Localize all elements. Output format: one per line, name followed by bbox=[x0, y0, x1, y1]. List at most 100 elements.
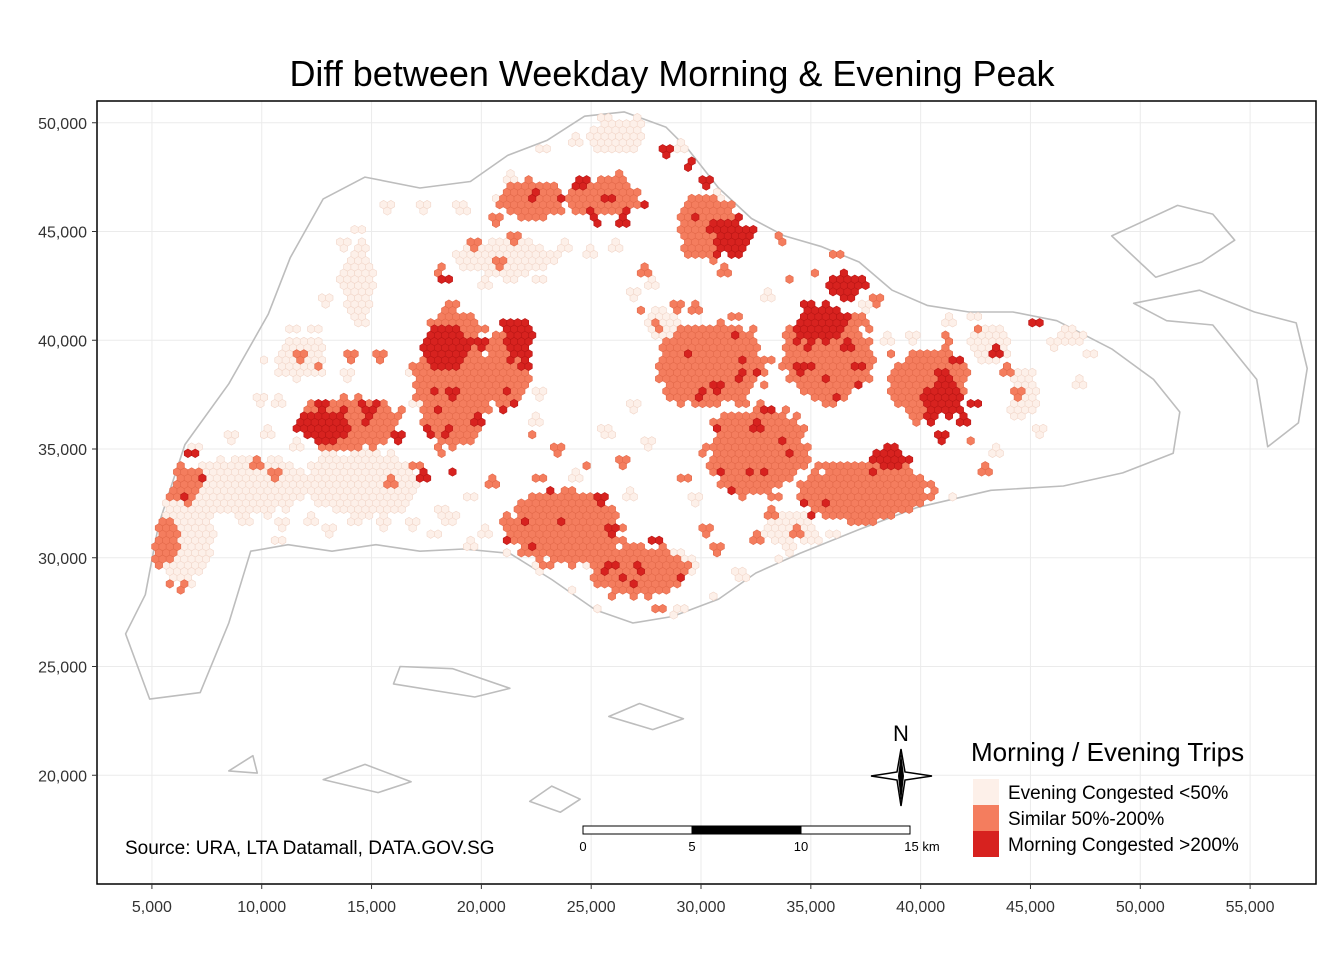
hex-cell-morning bbox=[575, 175, 584, 185]
x-tick-label: 55,000 bbox=[1226, 899, 1275, 916]
hex-cell-evening bbox=[604, 423, 613, 434]
hex-cell-similar bbox=[491, 330, 501, 340]
hex-cell-similar bbox=[524, 175, 533, 185]
hex-cell-morning bbox=[314, 398, 323, 409]
hex-cell-similar bbox=[876, 293, 885, 303]
hex-cell-evening bbox=[1068, 324, 1077, 334]
hex-cell-similar bbox=[734, 411, 743, 421]
hex-cell-similar bbox=[622, 454, 631, 465]
hex-cell-evening bbox=[314, 336, 323, 347]
hex-cell-similar bbox=[629, 541, 638, 552]
hex-cell-similar bbox=[810, 268, 819, 278]
hex-cell-morning bbox=[857, 361, 867, 371]
hex-cell-morning bbox=[843, 311, 852, 322]
x-tick-label: 35,000 bbox=[786, 899, 835, 916]
hex-cell-morning bbox=[611, 523, 620, 533]
x-tick-label: 40,000 bbox=[896, 899, 945, 916]
hex-cell-morning bbox=[633, 560, 642, 570]
hex-cell-similar bbox=[339, 392, 348, 402]
hex-cell-similar bbox=[684, 324, 693, 334]
hex-cell-evening bbox=[433, 529, 443, 539]
hex-cell-similar bbox=[828, 249, 838, 260]
hex-cell-similar bbox=[299, 349, 308, 359]
hex-cell-similar bbox=[781, 405, 790, 415]
hex-cell-evening bbox=[1046, 336, 1055, 347]
hex-cell-evening bbox=[531, 274, 540, 284]
hex-cell-similar bbox=[981, 461, 990, 471]
hex-cell-similar bbox=[542, 181, 551, 191]
hex-cell-morning bbox=[499, 405, 508, 415]
hex-cell-similar bbox=[857, 311, 867, 322]
x-axis-ticks: 5,000 10,000 15,000 20,000 25,000 30,000 35,00… bbox=[132, 884, 1275, 916]
hex-cell-morning bbox=[868, 467, 877, 477]
hex-cell-morning bbox=[198, 473, 207, 483]
hex-cell-morning bbox=[905, 454, 914, 465]
hex-cell-morning bbox=[604, 523, 613, 533]
y-axis-ticks: 20,000 25,000 30,000 35,000 40,000 45,000 50,0… bbox=[38, 116, 97, 785]
hex-cell-morning bbox=[520, 517, 530, 527]
hex-cell-evening bbox=[307, 510, 316, 521]
hex-cell-morning bbox=[738, 367, 747, 378]
hex-cell-similar bbox=[915, 473, 925, 483]
hex-cell-morning bbox=[618, 573, 627, 583]
hex-cell-similar bbox=[1002, 361, 1012, 371]
legend-key-evening bbox=[973, 779, 999, 805]
hex-cell-evening bbox=[673, 604, 682, 614]
hex-cell-evening bbox=[452, 510, 461, 521]
hex-cell-morning bbox=[444, 324, 453, 334]
hex-cell-similar bbox=[698, 523, 707, 533]
hex-cell-similar bbox=[850, 311, 859, 322]
hex-cell-similar bbox=[636, 541, 645, 552]
x-tick-label: 20,000 bbox=[457, 899, 506, 916]
hex-cell-evening bbox=[470, 492, 479, 502]
hex-cell-similar bbox=[1017, 386, 1026, 396]
hex-cell-similar bbox=[716, 318, 725, 328]
hex-cell-evening bbox=[506, 168, 515, 179]
legend-title: Morning / Evening Trips bbox=[971, 737, 1244, 767]
panel-border bbox=[96, 100, 1317, 885]
scale-bar-label-5: 5 bbox=[688, 839, 695, 854]
hex-cell-similar bbox=[187, 467, 196, 477]
hex-cell-similar bbox=[528, 492, 537, 502]
hex-cell-evening bbox=[539, 274, 548, 284]
hex-cell-evening bbox=[216, 454, 225, 465]
hex-cell-morning bbox=[600, 193, 609, 204]
hex-cell-similar bbox=[973, 324, 983, 334]
hex-cell-morning bbox=[738, 355, 747, 365]
hex-cell-similar bbox=[328, 398, 337, 409]
hex-cell-morning bbox=[854, 380, 863, 390]
x-tick-label: 30,000 bbox=[677, 899, 726, 916]
hex-cell-similar bbox=[549, 442, 559, 452]
hex-cell-morning bbox=[607, 193, 616, 204]
hex-cell-evening bbox=[774, 554, 783, 564]
hex-cell-similar bbox=[513, 181, 522, 191]
hex-cell-morning bbox=[778, 436, 787, 446]
hex-cell-evening bbox=[274, 454, 283, 465]
hex-cell-morning bbox=[611, 560, 620, 570]
hex-cell-morning bbox=[437, 324, 446, 334]
hex-cell-evening bbox=[296, 467, 305, 477]
hex-cell-similar bbox=[785, 274, 794, 284]
hex-cell-evening bbox=[343, 237, 352, 247]
hex-cell-evening bbox=[274, 517, 283, 527]
hex-cell-evening bbox=[763, 287, 772, 297]
hex-cell-evening bbox=[252, 392, 261, 402]
hex-cell-evening bbox=[647, 436, 656, 446]
hex-cell-morning bbox=[821, 299, 830, 309]
hex-cell-evening bbox=[524, 237, 533, 247]
hex-cell-evening bbox=[267, 454, 276, 465]
hex-cell-evening bbox=[832, 529, 841, 539]
hex-cell-similar bbox=[499, 255, 508, 266]
hex-cell-morning bbox=[557, 193, 566, 204]
hex-cell-evening bbox=[401, 461, 410, 471]
island-outline bbox=[528, 785, 582, 814]
legend-label-evening: Evening Congested <50% bbox=[1008, 783, 1228, 804]
hex-cell-similar bbox=[307, 398, 316, 409]
main-island-outline bbox=[124, 111, 1181, 700]
hex-cell-similar bbox=[741, 411, 751, 421]
hex-cell-evening bbox=[568, 585, 577, 595]
hex-cell-evening bbox=[307, 336, 316, 347]
hex-cell-similar bbox=[615, 168, 624, 179]
scale-bar-segment bbox=[582, 825, 693, 835]
hex-cell-morning bbox=[452, 386, 461, 396]
